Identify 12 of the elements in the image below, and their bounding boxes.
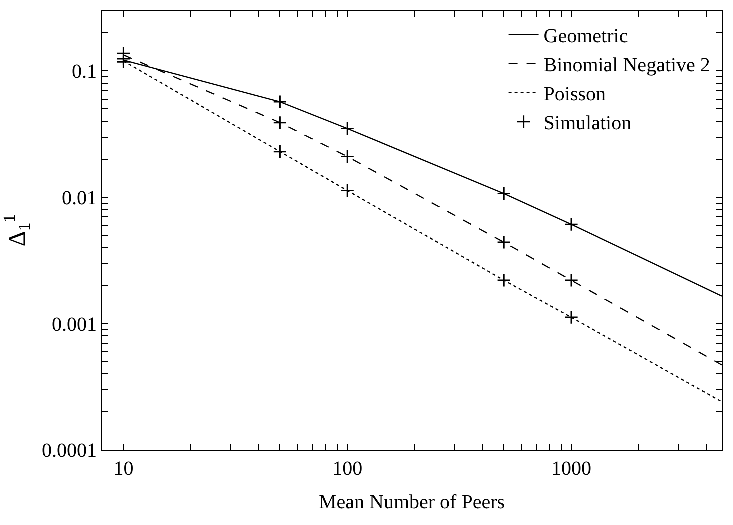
y-tick-label: 0.1 xyxy=(72,61,97,84)
legend-label: Binomial Negative 2 xyxy=(544,54,710,77)
y-tick-label: 0.0001 xyxy=(42,440,97,462)
x-tick-label: 1000 xyxy=(552,458,592,480)
x-axis-title: Mean Number of Peers xyxy=(318,492,506,514)
legend-label: Poisson xyxy=(544,84,606,106)
x-tick-label: 100 xyxy=(332,458,363,480)
y-tick-label: 0.001 xyxy=(52,314,97,336)
legend-label: Simulation xyxy=(544,112,632,135)
x-tick-label: 10 xyxy=(114,458,134,480)
legend-label: Geometric xyxy=(544,26,628,48)
y-tick-label: 0.01 xyxy=(62,187,97,210)
